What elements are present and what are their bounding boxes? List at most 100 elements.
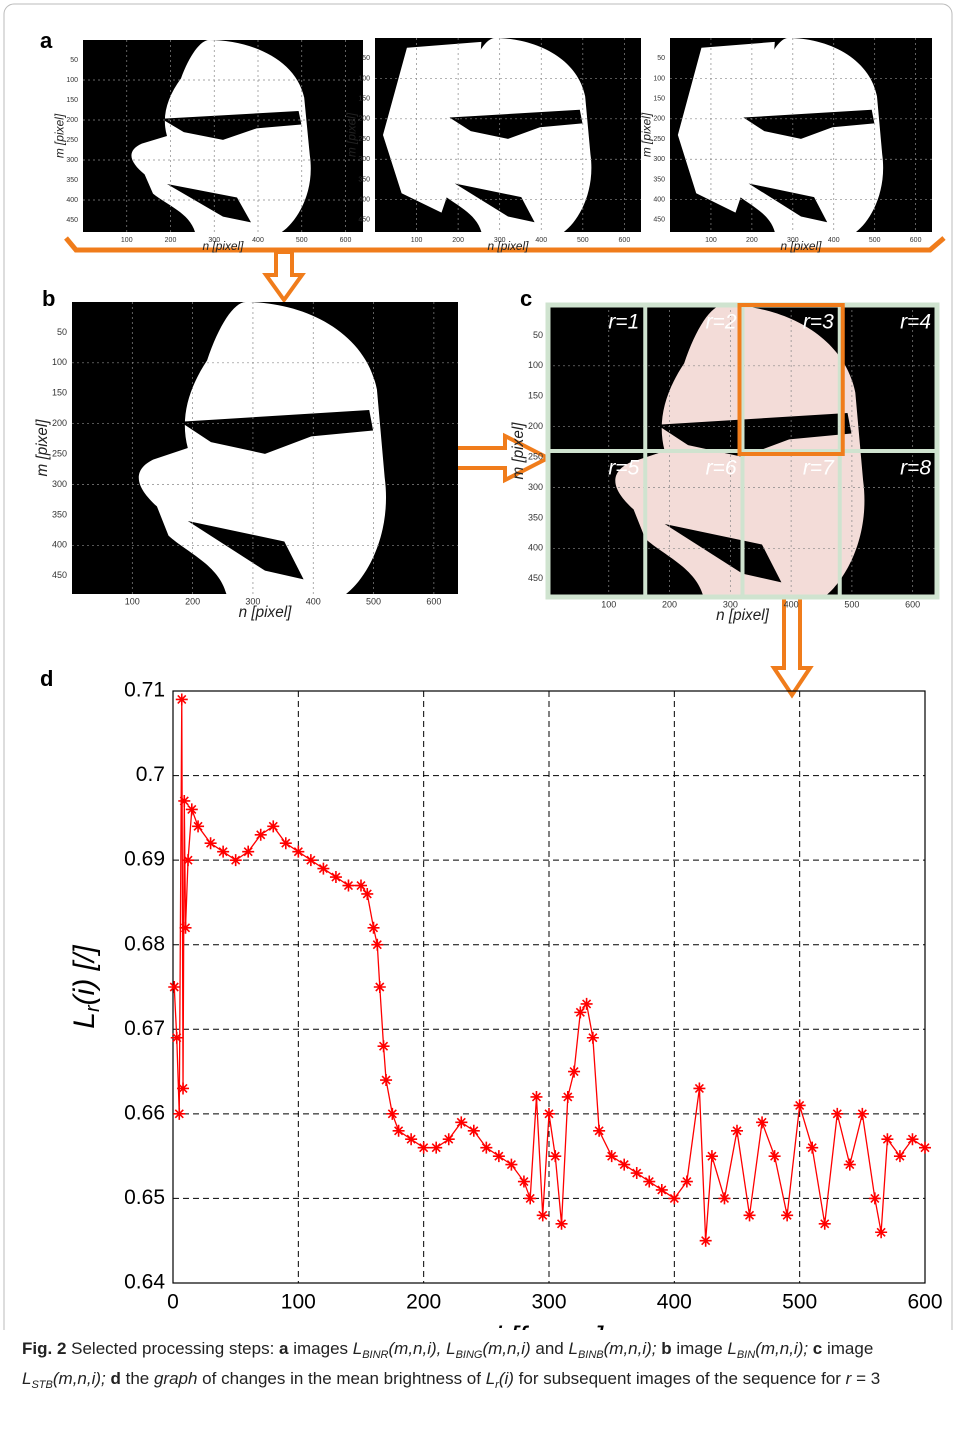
x-tick-label: 200 <box>406 1291 441 1314</box>
region-label: r=8 <box>900 457 931 480</box>
image-region <box>382 41 482 213</box>
x-tick-label: 500 <box>577 237 589 244</box>
frame <box>3 3 953 1330</box>
data-point <box>373 981 386 993</box>
data-point <box>177 1082 190 1095</box>
x-axis-label: n [pixel] <box>716 607 769 624</box>
y-tick-label: 0.67 <box>124 1017 165 1040</box>
data-point <box>492 1150 505 1163</box>
caption-run: d <box>110 1369 121 1388</box>
caption-run: Fig. 2 <box>22 1339 67 1358</box>
y-tick-label: 50 <box>533 330 543 340</box>
x-tick-label: 200 <box>185 596 200 606</box>
region-label: r=4 <box>900 311 931 334</box>
data-point <box>170 1031 183 1044</box>
y-tick-label: 0.68 <box>124 932 165 955</box>
caption-run: Selected processing steps: <box>66 1339 280 1358</box>
caption-run: BINB <box>577 1349 604 1361</box>
y-tick-label: 50 <box>657 55 665 62</box>
data-point <box>380 1074 393 1087</box>
data-point <box>856 1107 869 1120</box>
data-point <box>392 1124 405 1137</box>
data-point <box>793 1099 806 1112</box>
x-tick-label: 400 <box>252 237 264 244</box>
image-region <box>656 413 852 457</box>
panel-label: b <box>42 286 55 311</box>
data-point <box>831 1107 844 1120</box>
data-point <box>179 921 192 934</box>
x-tick-label: 0 <box>167 1291 179 1314</box>
y-axis-label: m [pixel] <box>53 113 67 158</box>
y-tick-label: 250 <box>358 136 370 143</box>
y-tick-label: 250 <box>528 451 543 461</box>
y-tick-label: 350 <box>52 509 67 519</box>
caption-run: L <box>485 1369 496 1388</box>
data-point <box>304 854 317 867</box>
y-tick-label: 350 <box>528 512 543 522</box>
y-tick-label: 300 <box>52 479 67 489</box>
caption-run: L <box>352 1339 363 1358</box>
data-point <box>367 921 380 934</box>
data-point <box>178 794 191 807</box>
data-point <box>386 1107 399 1120</box>
y-tick-label: 450 <box>52 570 67 580</box>
caption-run: = 3 <box>851 1369 881 1388</box>
caption-run: image <box>671 1339 728 1358</box>
y-tick-label: 300 <box>528 482 543 492</box>
data-point <box>505 1158 518 1171</box>
data-point <box>455 1116 468 1129</box>
image-region <box>748 183 828 223</box>
y-tick-label: 0.7 <box>136 763 165 786</box>
y-tick-label: 100 <box>653 75 665 82</box>
y-tick-label: 0.65 <box>124 1186 165 1209</box>
data-point <box>377 1040 390 1053</box>
y-tick-label: 150 <box>653 95 665 102</box>
image-region <box>180 410 374 454</box>
caption-run: BINR <box>362 1349 389 1361</box>
data-point <box>192 820 205 833</box>
image-region <box>664 524 782 583</box>
y-tick-label: 50 <box>362 55 370 62</box>
x-axis-label: n [pixel] <box>239 604 292 621</box>
data-point <box>699 1234 712 1247</box>
data-point <box>530 1090 543 1103</box>
x-tick-label: 100 <box>125 596 140 606</box>
y-axis-label: m [pixel] <box>510 422 527 480</box>
y-tick-label: 50 <box>57 327 67 337</box>
y-tick-label: 150 <box>66 97 78 104</box>
x-tick-label: 300 <box>787 237 799 244</box>
image-region <box>167 184 251 223</box>
data-point <box>568 1065 581 1078</box>
x-tick-label: 600 <box>910 237 922 244</box>
data-point <box>818 1217 831 1230</box>
y-tick-label: 200 <box>66 117 78 124</box>
x-tick-label: 400 <box>828 237 840 244</box>
region-label: r=1 <box>608 311 639 334</box>
data-point <box>593 1124 606 1137</box>
x-tick-label: 200 <box>746 237 758 244</box>
x-tick-label: 600 <box>905 599 920 609</box>
y-tick-label: 450 <box>358 217 370 224</box>
x-tick-label: 100 <box>705 237 717 244</box>
data-point <box>574 1006 587 1019</box>
caption-run: L <box>446 1339 456 1358</box>
y-tick-label: 200 <box>52 418 67 428</box>
data-point <box>668 1192 681 1205</box>
region-label: r=6 <box>706 457 737 480</box>
y-tick-label: 0.64 <box>124 1271 165 1294</box>
y-tick-label: 250 <box>52 448 67 458</box>
data-point <box>267 820 280 833</box>
x-tick-label: 600 <box>619 237 631 244</box>
x-tick-label: 400 <box>657 1291 692 1314</box>
y-tick-label: 450 <box>66 217 78 224</box>
x-tick-label: 300 <box>208 237 220 244</box>
data-point <box>361 887 374 900</box>
y-axis-label-part: L <box>68 1012 101 1029</box>
x-tick-label: 200 <box>452 237 464 244</box>
figure: 100 200 300 400 500 6005010015020025030035040… <box>3 3 953 1330</box>
data-point <box>217 845 230 858</box>
data-point <box>242 845 255 858</box>
image-content <box>131 40 311 232</box>
data-point <box>204 837 217 850</box>
